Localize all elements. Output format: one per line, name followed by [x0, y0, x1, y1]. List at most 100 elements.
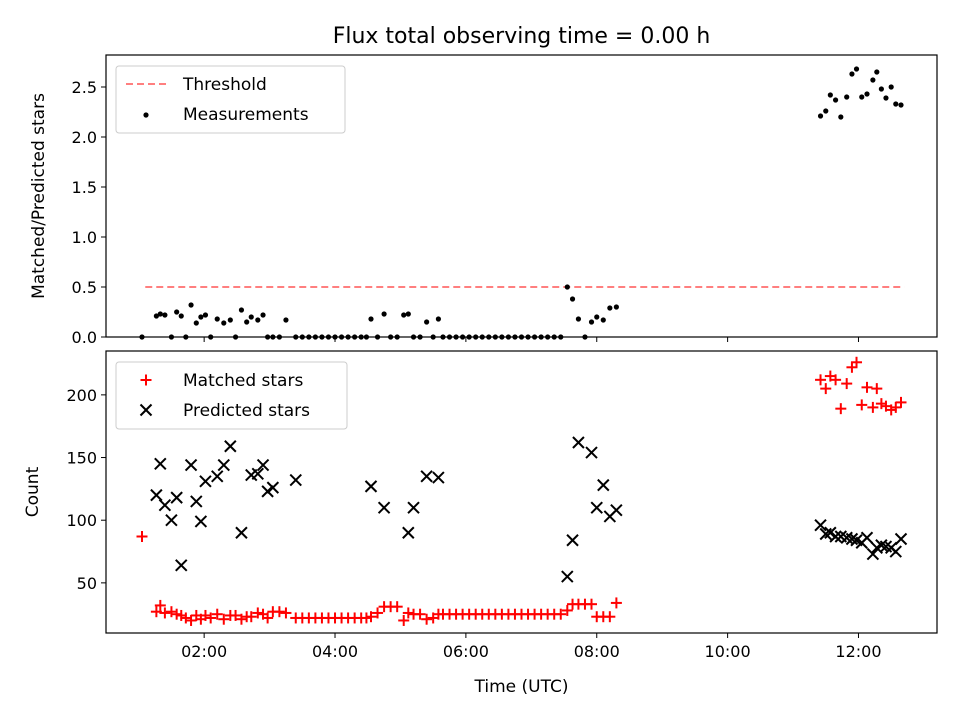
measurement-point — [888, 84, 894, 90]
measurement-point — [162, 312, 168, 318]
predicted-star-point — [289, 473, 302, 487]
predicted-star-point — [266, 481, 280, 494]
matched-star-point — [867, 401, 879, 413]
measurement-point — [198, 314, 204, 320]
measurement-point — [832, 97, 839, 103]
measurement-point — [564, 284, 570, 290]
matched-star-point — [273, 606, 285, 618]
matched-star-point — [154, 599, 166, 611]
predicted-star-point — [184, 458, 198, 472]
matched-star-point — [372, 607, 384, 619]
measurement-point — [827, 92, 833, 98]
matched-star-point — [235, 613, 247, 625]
measurement-point — [870, 77, 876, 83]
top-y-tick-label: 2.0 — [72, 128, 97, 147]
top-legend: Threshold Measurements — [115, 65, 346, 134]
measurement-point — [817, 113, 824, 119]
matched-star-point — [402, 607, 414, 619]
matched-star-point — [861, 381, 873, 393]
matched-star-point — [890, 401, 902, 413]
measurement-point — [588, 319, 595, 325]
predicted-star-point — [175, 559, 188, 572]
measurement-point — [238, 307, 245, 313]
predicted-star-point — [845, 532, 859, 546]
measurements-legend-swatch — [143, 112, 149, 118]
top-y-axis-label: Matched/Predicted stars — [29, 93, 49, 299]
measurement-point — [823, 108, 829, 114]
top-y-tick-label: 1.5 — [72, 178, 97, 197]
predicted-star-point — [364, 480, 378, 493]
measurement-point — [844, 94, 850, 100]
predicted-star-point — [407, 501, 420, 514]
predicted-star-point — [199, 475, 212, 488]
bottom-x-tick-label: 06:00 — [443, 642, 489, 661]
measurement-point — [864, 91, 870, 97]
bottom-y-ticks: 50 100 150 200 — [66, 386, 106, 593]
predicted-legend-label: Predicted stars — [183, 401, 310, 421]
predicted-star-point — [819, 527, 832, 541]
bottom-y-tick-label: 200 — [66, 386, 97, 405]
matched-star-point — [391, 601, 403, 613]
bottom-y-axis-label: Count — [23, 466, 43, 517]
predicted-star-point — [566, 534, 579, 547]
matched-star-point — [561, 604, 573, 616]
measurement-point — [853, 66, 860, 72]
matched-star-point — [815, 374, 827, 386]
matched-star-point — [414, 608, 426, 620]
matched-star-point — [830, 374, 842, 386]
predicted-star-point — [561, 570, 574, 583]
predicted-star-point — [889, 545, 902, 558]
measurement-point — [607, 305, 613, 311]
matched-star-point — [856, 399, 868, 411]
matched-star-point — [835, 403, 847, 415]
predicted-star-point — [194, 515, 208, 528]
measurement-point — [435, 316, 441, 322]
predicted-star-point — [256, 458, 270, 472]
top-y-tick-label: 2.5 — [72, 78, 97, 97]
predicted-star-point — [402, 526, 415, 539]
measurement-point — [174, 309, 180, 315]
bottom-x-tick-label: 12:00 — [835, 642, 881, 661]
predicted-star-point — [875, 539, 888, 552]
measurement-point — [157, 311, 163, 317]
measurement-point — [244, 319, 250, 325]
matched-star-point — [851, 356, 863, 368]
predicted-star-point — [860, 531, 874, 544]
ratio-panel: Flux total observing time = 0.00 h Match… — [29, 24, 938, 347]
bottom-x-tick-label: 02:00 — [181, 642, 227, 661]
measurement-point — [188, 302, 194, 308]
counts-layer — [136, 356, 908, 626]
matched-star-point — [136, 530, 148, 542]
measurement-point — [594, 314, 600, 320]
predicted-star-point — [894, 532, 908, 546]
measurement-point — [248, 314, 254, 320]
matched-star-point — [586, 598, 598, 610]
predicted-star-point — [154, 457, 167, 471]
matched-star-point — [252, 607, 264, 619]
predicted-star-point — [261, 485, 274, 498]
bottom-legend: Matched stars Predicted stars — [115, 361, 348, 430]
matched-star-point — [205, 612, 217, 624]
predicted-star-point — [377, 501, 391, 514]
predicted-legend-marker — [139, 403, 153, 417]
measurement-point — [849, 71, 855, 77]
measurement-point — [381, 311, 387, 317]
top-axes-frame — [105, 54, 938, 338]
matched-star-point — [555, 608, 567, 620]
top-y-tick-label: 0.0 — [72, 328, 97, 347]
matched-star-point — [820, 383, 832, 395]
measurement-point — [569, 296, 576, 302]
predicted-star-point — [165, 513, 178, 527]
predicted-star-point — [150, 488, 163, 502]
matched-star-point — [218, 613, 230, 625]
bottom-axes-frame — [105, 350, 938, 634]
measurement-point — [898, 102, 904, 108]
predicted-star-point — [420, 470, 433, 483]
predicted-star-point — [235, 526, 248, 539]
matched-star-point — [159, 607, 171, 619]
predicted-legend-swatch — [139, 403, 153, 417]
measurement-point — [893, 101, 899, 107]
matched-star-point — [230, 609, 242, 621]
